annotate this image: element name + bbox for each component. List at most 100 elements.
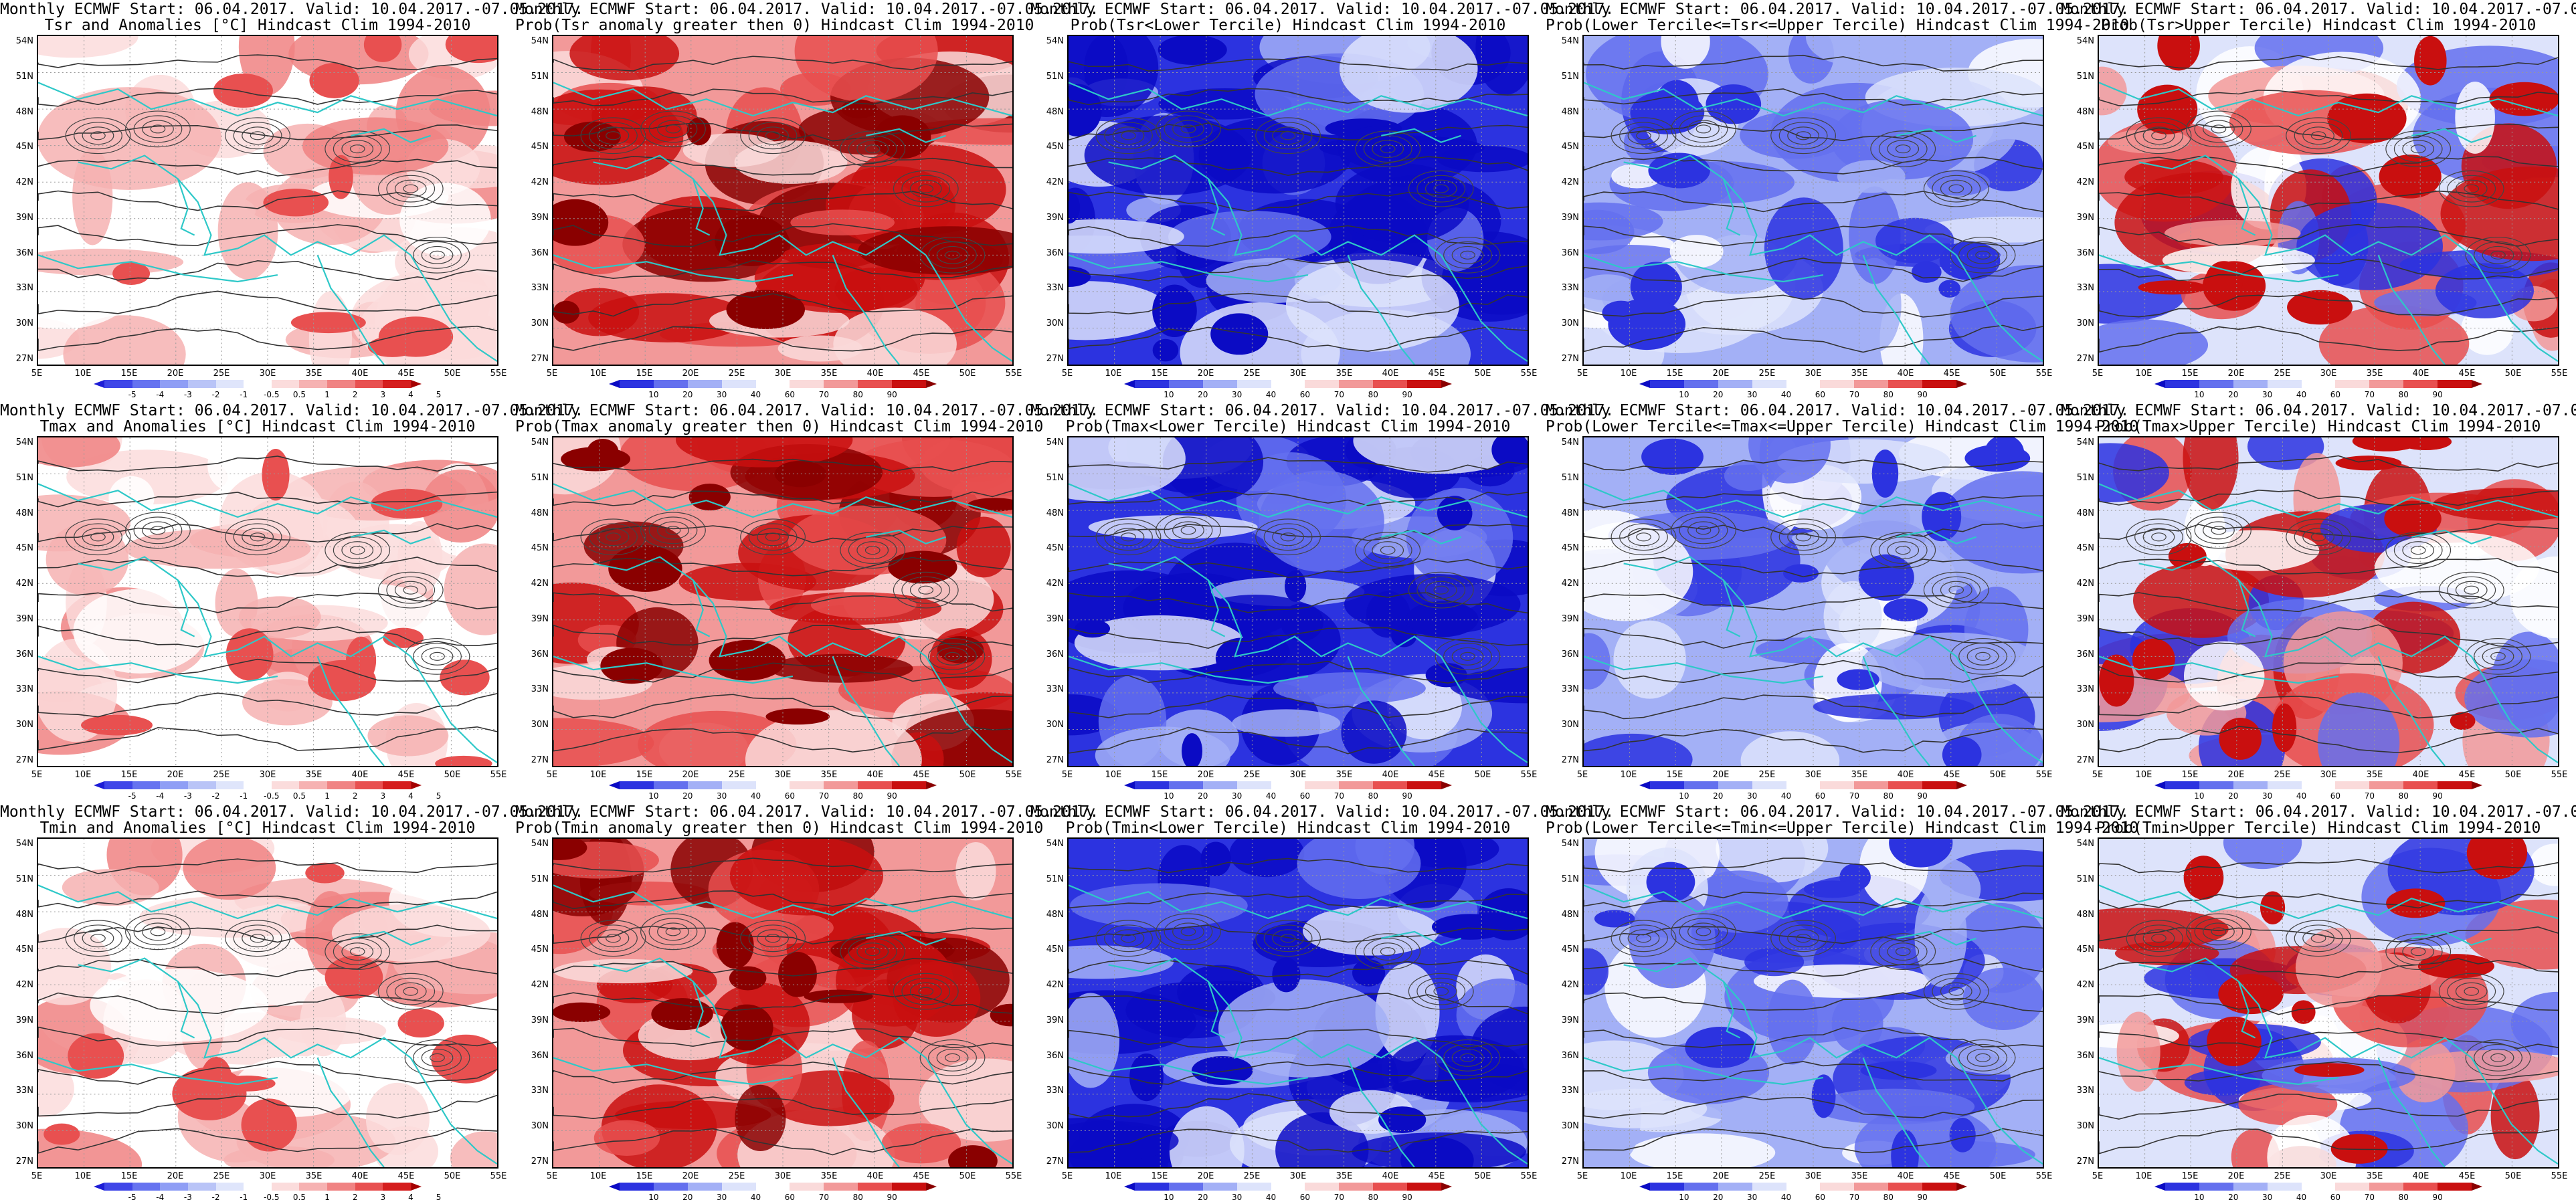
- longitude-label: 30E: [1289, 770, 1307, 780]
- shaded-field-region: [1070, 883, 1248, 928]
- map-panel: Monthly ECMWF Start: 06.04.2017. Valid: …: [2061, 0, 2576, 401]
- map-area: [552, 35, 1014, 366]
- latitude-label: 42N: [2076, 980, 2094, 991]
- colorbar-swatch: [1441, 1183, 1453, 1191]
- contour-line: [553, 326, 1012, 352]
- map-panel: Monthly ECMWF Start: 06.04.2017. Valid: …: [0, 401, 583, 803]
- longitude-label: 50E: [444, 369, 461, 379]
- contour-line: [38, 692, 497, 718]
- orography-contour: [1795, 131, 1811, 140]
- orography-contour: [740, 117, 806, 155]
- colorbar-swatch: [2472, 781, 2483, 789]
- orography-contour: [1112, 929, 1145, 948]
- colorbar-tick-label: 70: [818, 1193, 829, 1202]
- orography-contour: [2194, 115, 2243, 143]
- shaded-field-core: [2379, 155, 2442, 199]
- colorbar-swatch: [1441, 781, 1453, 789]
- longitude-label: 10E: [2135, 1171, 2152, 1181]
- latitude-label: 54N: [2076, 36, 2094, 46]
- shaded-field-core: [2219, 717, 2262, 760]
- panel-title-line2: Prob(Tsr<Lower Tercile) Hindcast Clim 19…: [1070, 17, 1506, 34]
- orography-contour: [1363, 536, 1412, 565]
- panel-title-line1: Monthly ECMWF Start: 06.04.2017. Valid: …: [1546, 803, 2130, 821]
- longitude-label: 30E: [1805, 369, 1822, 379]
- orography-contour: [757, 126, 789, 145]
- coastline: [2377, 1057, 2446, 1167]
- panel-title-line2: Prob(Lower Tercile<=Tsr<=Upper Tercile) …: [1546, 17, 2130, 34]
- contour-line: [553, 293, 1012, 317]
- colorbar-tick-label: 20: [1713, 791, 1724, 801]
- shaded-field-core: [1152, 284, 1197, 338]
- orography-contour: [1095, 518, 1162, 556]
- longitude-label: 25E: [2274, 1171, 2291, 1181]
- contour-line: [38, 592, 497, 613]
- longitude-label: 5E: [2092, 369, 2104, 379]
- contour-line: [38, 491, 497, 508]
- shaded-field-region: [1584, 202, 1663, 241]
- colorbar-swatch: [653, 1183, 688, 1191]
- orography-contour: [1380, 546, 1396, 555]
- shaded-field-region: [2099, 319, 2209, 365]
- longitude-label: 40E: [866, 1171, 884, 1181]
- colorbar-swatch: [824, 781, 858, 789]
- panel-title: Monthly ECMWF Start: 06.04.2017. Valid: …: [2061, 403, 2576, 435]
- contour-line: [2099, 696, 2558, 719]
- coastline: [1069, 82, 1528, 117]
- orography-contour: [1636, 532, 1651, 542]
- colorbar-swatch: [2403, 380, 2438, 388]
- colorbar-tick-label: 60: [2330, 390, 2341, 399]
- longitude-label: 55E: [1005, 369, 1022, 379]
- orography-contour: [142, 521, 174, 540]
- latitude-label: 36N: [1561, 1050, 1579, 1061]
- longitude-label: 55E: [2551, 1171, 2568, 1181]
- latitude-label: 42N: [1561, 177, 1579, 188]
- shaded-field-region: [1273, 672, 1426, 704]
- coastline: [2237, 579, 2256, 637]
- colorbar-swatch: [755, 380, 790, 388]
- latitude-label: 30N: [15, 720, 33, 730]
- orography-contour: [1435, 637, 1501, 675]
- longitude-label: 25E: [213, 369, 230, 379]
- longitude-label: 55E: [1520, 1171, 1538, 1181]
- colorbar-tick-label: 40: [1780, 791, 1792, 801]
- colorbar-swatch: [1888, 781, 1923, 789]
- contour-line: [1069, 726, 1528, 755]
- shaded-field-region: [1926, 169, 1991, 196]
- longitude-label: 20E: [1712, 1171, 1730, 1181]
- longitude-label: 40E: [1897, 369, 1914, 379]
- shaded-field-region: [1849, 186, 1901, 284]
- orography-contour: [2126, 117, 2192, 155]
- orography-contour: [864, 947, 881, 957]
- shaded-field-core: [1352, 959, 1386, 987]
- colorbar-swatch: [160, 1183, 188, 1191]
- colorbar-swatch: [2301, 781, 2336, 789]
- latitude-label: 27N: [2076, 755, 2094, 765]
- longitude-label: 15E: [2181, 1171, 2199, 1181]
- latitude-label: 45N: [15, 543, 33, 554]
- orography-contour: [90, 532, 106, 542]
- shaded-field-core: [1803, 880, 1862, 898]
- longitude-label: 20E: [167, 1171, 184, 1181]
- shaded-field-core: [1911, 261, 1942, 283]
- colorbar-swatch: [926, 781, 937, 789]
- shaded-field-region: [397, 520, 443, 594]
- colorbar-swatch: [1339, 1183, 1374, 1191]
- colorbar-tick-label: 80: [2398, 1193, 2409, 1202]
- orography-contour: [1443, 1043, 1492, 1072]
- longitude-label: 15E: [636, 770, 653, 780]
- shaded-field-core: [363, 36, 402, 62]
- colorbar-swatch: [2199, 1183, 2233, 1191]
- orography-contour: [2294, 924, 2343, 952]
- orography-contour: [2455, 179, 2488, 198]
- colorbar-swatch: [1168, 380, 1203, 388]
- coastline: [1069, 483, 1528, 518]
- coastline: [2138, 556, 2472, 658]
- coastline: [2138, 155, 2472, 256]
- colorbar-tick-label: 70: [2364, 1193, 2375, 1202]
- latitude-label: 27N: [531, 354, 549, 364]
- orography-contour: [1451, 647, 1484, 666]
- colorbar-swatch: [1124, 1183, 1135, 1191]
- latitude-label: 45N: [2076, 543, 2094, 554]
- orography-contour: [640, 110, 706, 148]
- map-panel: Monthly ECMWF Start: 06.04.2017. Valid: …: [1546, 0, 2130, 401]
